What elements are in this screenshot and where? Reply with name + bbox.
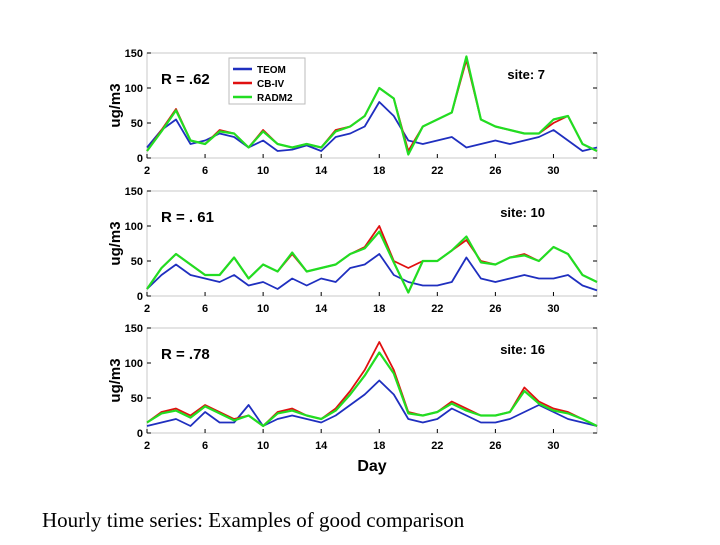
x-tick-label: 18 xyxy=(373,165,385,177)
series-line-teom xyxy=(146,101,598,152)
x-tick-label: 30 xyxy=(547,165,559,177)
x-tick-label: 22 xyxy=(431,165,443,177)
y-axis-label: ug/m3 xyxy=(107,221,124,265)
x-tick-label: 26 xyxy=(489,165,501,177)
series-line-radm2 xyxy=(146,230,598,294)
x-tick-label: 2 xyxy=(144,303,150,315)
x-tick-label: 18 xyxy=(373,303,385,315)
y-tick-label: 0 xyxy=(137,153,143,165)
r-value-label: R = .78 xyxy=(161,346,210,363)
y-tick-label: 50 xyxy=(131,256,143,268)
y-tick-label: 50 xyxy=(131,118,143,130)
y-axis-label: ug/m3 xyxy=(107,83,124,127)
x-tick-label: 10 xyxy=(257,165,269,177)
site-label: site: 7 xyxy=(507,67,545,82)
x-tick-label: 22 xyxy=(431,303,443,315)
r-value-label: R = .62 xyxy=(161,71,210,88)
site-label: site: 10 xyxy=(500,205,545,220)
y-axis-label: ug/m3 xyxy=(107,358,124,402)
y-tick-label: 150 xyxy=(125,186,143,198)
x-tick-label: 18 xyxy=(373,440,385,452)
x-tick-label: 14 xyxy=(315,303,328,315)
x-tick-label: 30 xyxy=(547,303,559,315)
y-tick-label: 100 xyxy=(125,358,143,370)
series-line-teom xyxy=(146,379,598,427)
x-tick-label: 10 xyxy=(257,303,269,315)
legend: TEOM CB-IV RADM2 xyxy=(228,57,306,105)
x-tick-label: 2 xyxy=(144,440,150,452)
plot-frame xyxy=(146,52,598,159)
figure-caption: Hourly time series: Examples of good com… xyxy=(42,508,465,532)
x-tick-label: 22 xyxy=(431,440,443,452)
series-line-radm2 xyxy=(146,55,598,156)
x-tick-label: 14 xyxy=(315,165,328,177)
y-tick-label: 150 xyxy=(125,323,143,335)
y-tick-label: 50 xyxy=(131,393,143,405)
x-tick-label: 30 xyxy=(547,440,559,452)
x-tick-label: 26 xyxy=(489,440,501,452)
x-tick-label: 6 xyxy=(202,165,208,177)
x-tick-label: 14 xyxy=(315,440,328,452)
series-line-teom xyxy=(146,253,598,292)
y-tick-label: 150 xyxy=(125,48,143,60)
r-value-label: R = . 61 xyxy=(161,209,214,226)
plot-frame xyxy=(146,327,598,434)
y-tick-label: 100 xyxy=(125,83,143,95)
x-tick-label: 6 xyxy=(202,440,208,452)
x-tick-label: 6 xyxy=(202,303,208,315)
y-tick-label: 0 xyxy=(137,428,143,440)
plot-frame xyxy=(146,190,598,297)
legend-label-teom: TEOM xyxy=(257,65,286,76)
legend-label-radm2: RADM2 xyxy=(257,93,293,104)
site-label: site: 16 xyxy=(500,342,545,357)
y-tick-label: 100 xyxy=(125,221,143,233)
x-axis-label: Day xyxy=(357,458,386,475)
series-line-cb-iv xyxy=(146,341,598,427)
x-tick-label: 2 xyxy=(144,165,150,177)
x-tick-label: 26 xyxy=(489,303,501,315)
x-tick-label: 10 xyxy=(257,440,269,452)
series-line-radm2 xyxy=(146,351,598,428)
y-tick-label: 0 xyxy=(137,291,143,303)
legend-label-cb-iv: CB-IV xyxy=(257,79,285,90)
